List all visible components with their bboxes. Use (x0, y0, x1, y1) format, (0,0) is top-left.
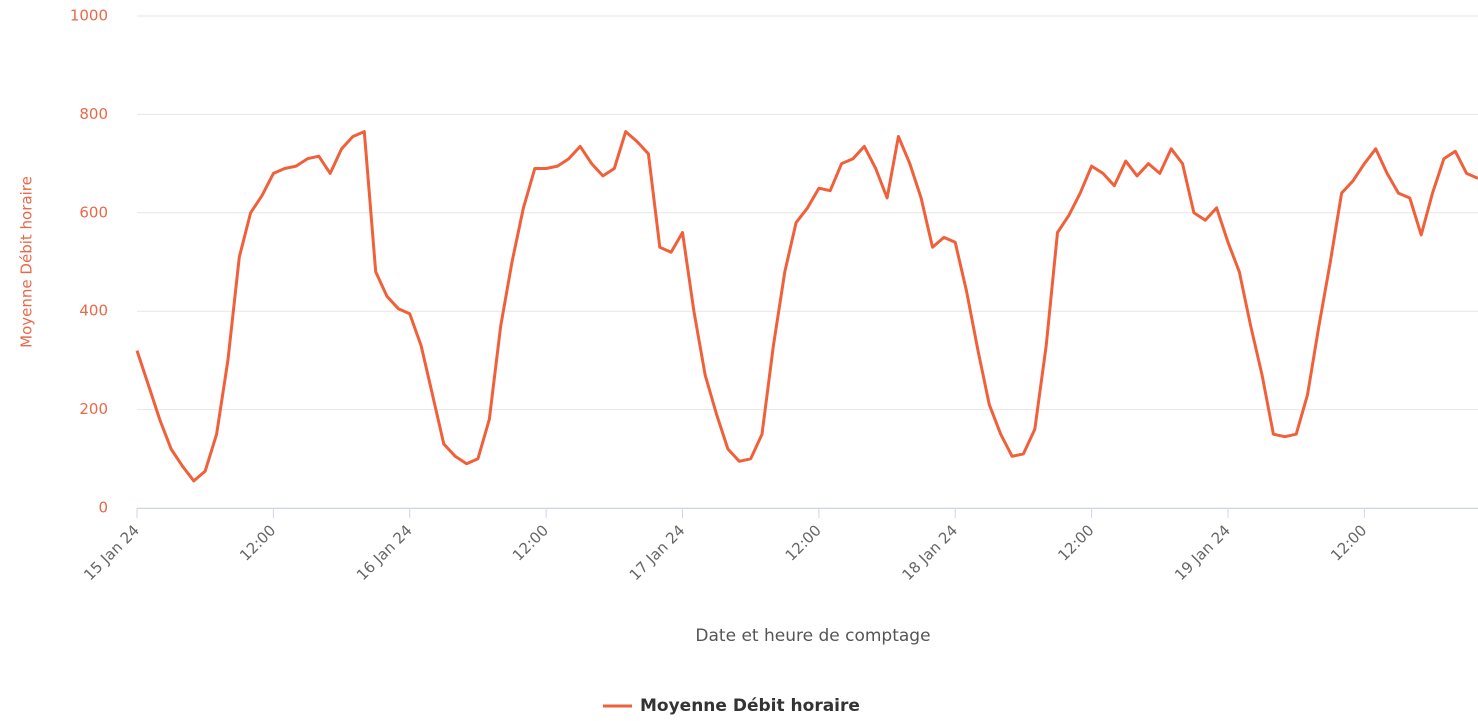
y-tick-label: 1000 (70, 7, 108, 25)
y-tick-label: 400 (79, 302, 108, 320)
x-tick-label: 12:00 (1327, 521, 1370, 564)
x-tick-label: 15 Jan 24 (80, 521, 143, 584)
y-tick-label: 200 (79, 400, 108, 418)
line-series (135, 130, 1478, 483)
y-tick-label: 800 (79, 105, 108, 123)
x-tick-label: 16 Jan 24 (353, 521, 416, 584)
x-tick-label: 12:00 (1054, 521, 1097, 564)
y-tick-label: 600 (79, 203, 108, 221)
legend-label: Moyenne Débit horaire (640, 696, 860, 716)
x-tick-label: 19 Jan 24 (1171, 521, 1234, 584)
x-tick-label: 12:00 (236, 521, 279, 564)
y-axis-title: Moyenne Débit horaire (18, 176, 36, 348)
y-tick-label: 0 (98, 499, 108, 517)
x-tick-label: 17 Jan 24 (626, 521, 689, 584)
x-tick-label: 12:00 (509, 521, 552, 564)
x-tick-label: 12:00 (782, 521, 825, 564)
x-tick-label: 18 Jan 24 (898, 521, 961, 584)
x-axis-title: Date et heure de comptage (695, 626, 930, 646)
